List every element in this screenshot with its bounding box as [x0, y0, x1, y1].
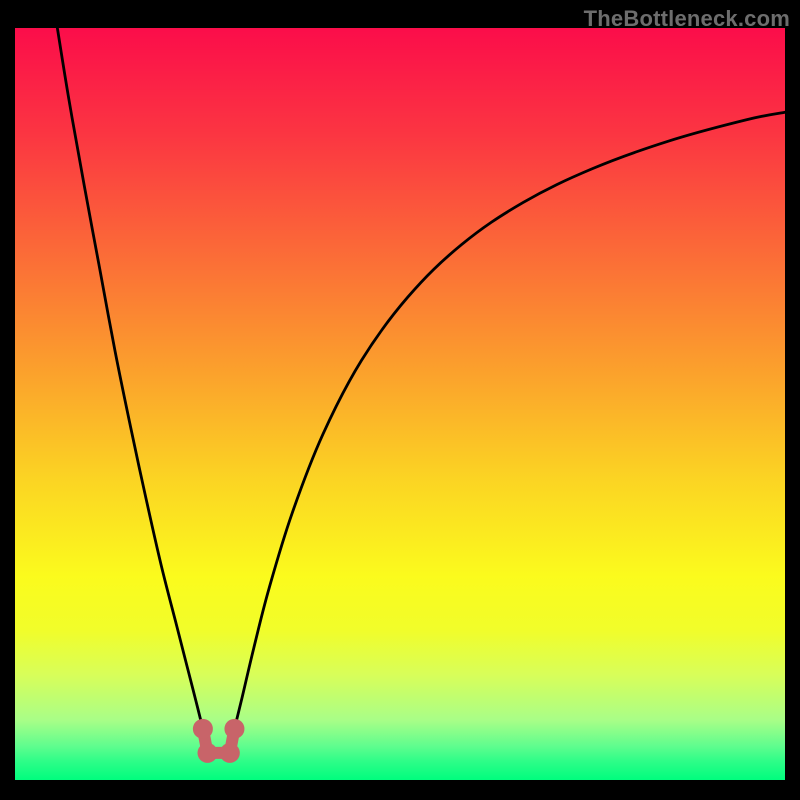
chart-container: TheBottleneck.com [0, 0, 800, 800]
watermark-text: TheBottleneck.com [584, 6, 790, 32]
bottleneck-chart [0, 0, 800, 800]
